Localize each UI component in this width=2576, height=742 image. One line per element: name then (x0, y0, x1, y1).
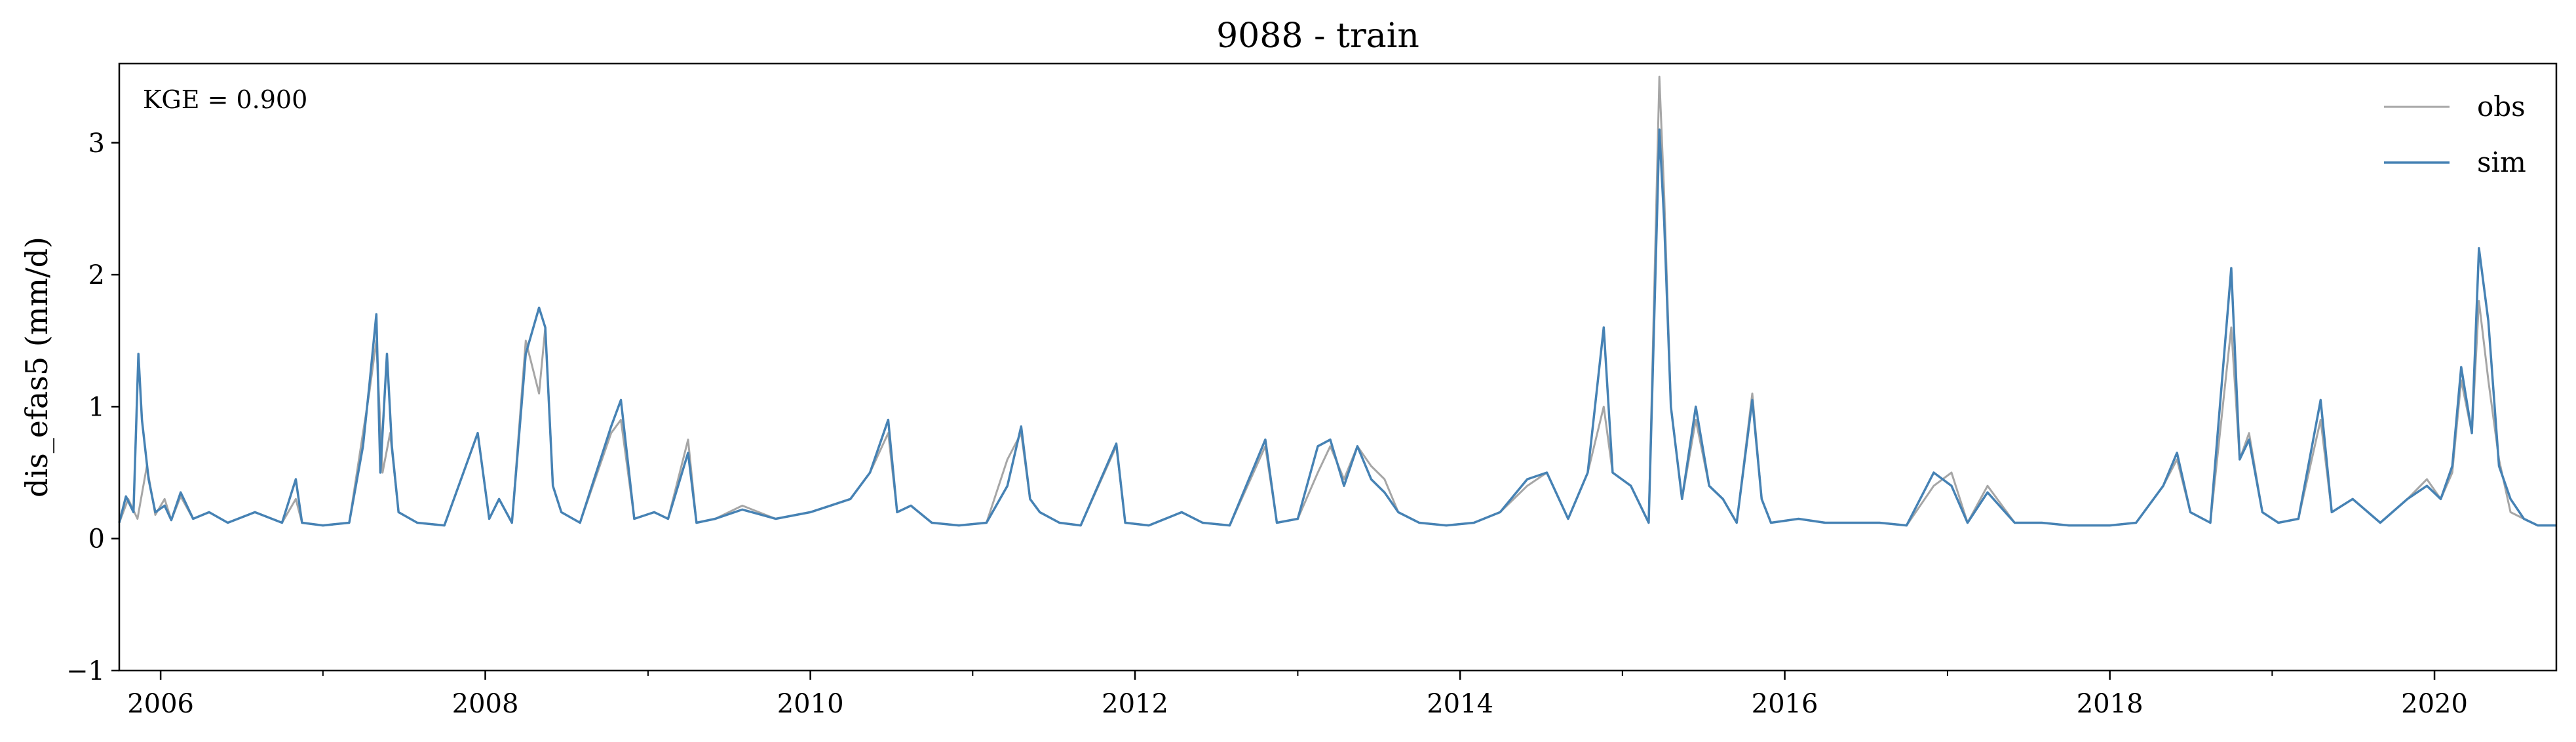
y-axis-label: dis_efas5 (mm/d) (19, 237, 54, 498)
x-axis: 2006 2008 2010 2012 2014 2016 2018 2020 (127, 671, 2468, 719)
x-tick-label: 2016 (1752, 689, 1818, 719)
plot-area (118, 62, 2558, 672)
chart-title: 9088 - train (1216, 16, 1419, 56)
x-tick-label: 2006 (127, 689, 194, 719)
x-tick-label: 2018 (2077, 689, 2143, 719)
series-layer (118, 75, 2556, 527)
legend-label-obs: obs (2477, 90, 2526, 123)
y-tick-label: 2 (88, 260, 105, 290)
x-tick-label: 2008 (452, 689, 519, 719)
legend-label-sim: sim (2477, 146, 2526, 178)
series-line-obs (118, 75, 2556, 527)
x-tick-label: 2010 (777, 689, 844, 719)
kge-annotation: KGE = 0.900 (143, 85, 307, 114)
y-axis: −1 0 1 2 3 (66, 128, 119, 686)
legend: obs sim (2384, 90, 2526, 178)
x-tick-label: 2014 (1427, 689, 1493, 719)
x-tick-label: 2012 (1102, 689, 1168, 719)
x-tick-label: 2020 (2401, 689, 2468, 719)
series-line-sim (118, 128, 2556, 527)
axes-frame (118, 62, 2558, 672)
y-tick-label: 3 (88, 128, 105, 159)
y-tick-label: 0 (88, 524, 105, 555)
y-tick-label: −1 (66, 656, 105, 686)
y-tick-label: 1 (88, 392, 105, 422)
